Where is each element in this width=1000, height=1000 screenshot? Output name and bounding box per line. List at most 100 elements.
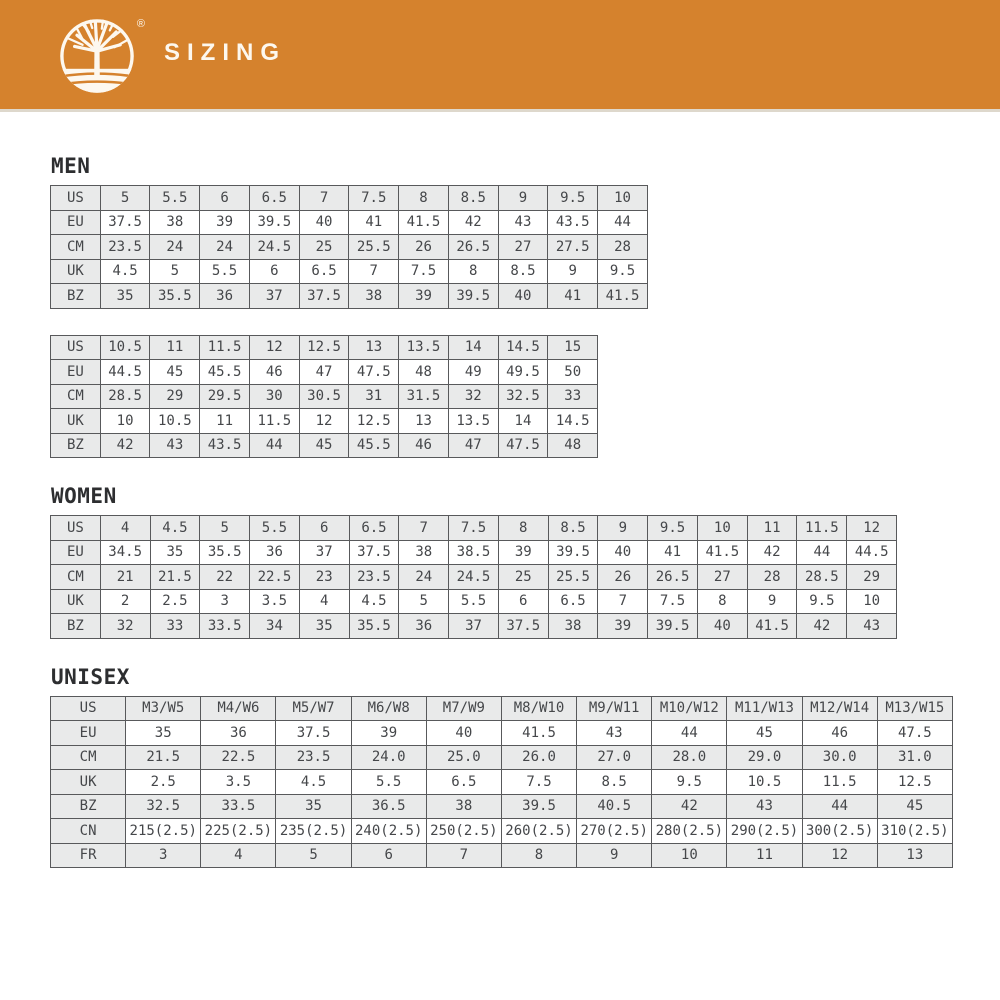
row-label: UK: [49, 769, 127, 795]
size-cell: 46: [398, 432, 449, 458]
size-cell: 34: [249, 613, 300, 639]
row-label: EU: [50, 359, 101, 385]
size-cell: 8: [696, 588, 748, 614]
size-cell: M11/W13: [726, 695, 803, 721]
table-row-cm: CM 28.5 29 29.5 30 30.5 31 31.5 32 32.5 33: [50, 383, 599, 409]
size-cell: 24: [199, 234, 250, 260]
size-cell: 6: [199, 185, 250, 211]
table-row-us: US 10.5 11 11.5 12 12.5 13 13.5 14 14.5 15: [50, 334, 599, 360]
size-cell: 41: [547, 283, 599, 309]
size-cell: 9: [497, 185, 549, 211]
size-cell: 23: [298, 564, 350, 590]
size-cell: 39: [199, 209, 250, 235]
table-row-cm: CM 23.5 24 24 24.5 25 25.5 26 26.5 27 27.5 28: [50, 234, 648, 260]
size-cell: 6: [298, 515, 350, 541]
row-label: BZ: [50, 613, 101, 639]
timberland-logo: ®: [57, 16, 145, 96]
section-heading-men: MEN: [51, 154, 91, 178]
size-cell: 6: [248, 258, 300, 284]
size-cell: 9.5: [651, 769, 728, 795]
size-cell: 9.5: [597, 258, 648, 284]
size-cell: 7: [348, 258, 400, 284]
table-row-bz: BZ 32.5 33.5 35 36.5 38 39.5 40.5 42 43 44 45: [49, 793, 954, 819]
size-cell: 26.0: [500, 744, 578, 770]
size-cell: 38: [398, 539, 450, 565]
size-cell: 30: [248, 383, 300, 409]
row-label: EU: [50, 209, 101, 235]
size-cell: 44: [801, 793, 878, 819]
size-cell: 35: [275, 793, 352, 819]
size-cell: 37.5: [348, 539, 400, 565]
size-cell: 43: [846, 613, 898, 639]
size-cell: 8: [398, 185, 449, 211]
size-cell: 24.0: [350, 744, 427, 770]
size-cell: 32.5: [125, 793, 202, 819]
size-cell: 12.5: [876, 769, 954, 795]
row-label: FR: [49, 842, 127, 868]
size-cell: 7: [425, 842, 502, 868]
size-cell: 37.5: [298, 283, 350, 309]
size-cell: 41: [348, 209, 400, 235]
size-cell: 23.5: [99, 234, 151, 260]
size-table-men-1: US 5 5.5 6 6.5 7 7.5 8 8.5 9 9.5 10 EU 37.5 38 39 39.5 40…: [50, 185, 648, 309]
size-cell: 2.5: [149, 588, 201, 614]
size-cell: 11.5: [796, 515, 848, 541]
size-cell: M10/W12: [651, 695, 728, 721]
size-cell: 45: [726, 720, 803, 746]
size-cell: 23.5: [275, 744, 352, 770]
size-cell: 24: [398, 564, 450, 590]
size-cell: 12: [248, 334, 300, 360]
size-cell: 41.5: [398, 209, 449, 235]
size-cell: 13: [348, 334, 400, 360]
table-row-bz: BZ 32 33 33.5 34 35 35.5 36 37 37.5 38 39 39.5 40 41.5…: [50, 613, 898, 639]
size-cell: M13/W15: [876, 695, 954, 721]
size-cell: 26.5: [647, 564, 698, 590]
size-cell: 10.5: [726, 769, 803, 795]
size-cell: 240(2.5): [350, 818, 427, 844]
table-row-us: US M3/W5 M4/W6 M5/W7 M6/W8 M7/W9 M8/W10 M9/W11 M…: [49, 695, 954, 721]
size-cell: 9: [597, 515, 649, 541]
size-cell: 30.0: [801, 744, 878, 770]
size-cell: 35: [149, 539, 201, 565]
size-cell: 8: [447, 258, 499, 284]
size-cell: M7/W9: [425, 695, 502, 721]
size-cell: 28.5: [99, 383, 151, 409]
size-cell: 12: [846, 515, 898, 541]
size-cell: 22: [199, 564, 251, 590]
size-cell: 38.5: [448, 539, 499, 565]
size-cell: 35.5: [149, 283, 201, 309]
size-cell: 39.5: [447, 283, 499, 309]
size-cell: 225(2.5): [200, 818, 277, 844]
size-cell: 47: [447, 432, 499, 458]
size-cell: 42: [99, 432, 151, 458]
size-cell: 26: [597, 564, 649, 590]
size-cell: 21: [99, 564, 151, 590]
size-cell: 33: [149, 613, 201, 639]
size-cell: 5.5: [149, 185, 201, 211]
size-cell: 12.5: [348, 408, 400, 434]
size-cell: 38: [425, 793, 502, 819]
size-cell: 25: [298, 234, 350, 260]
table-row-uk: UK 4.5 5 5.5 6 6.5 7 7.5 8 8.5 9 9.5: [50, 258, 648, 284]
size-cell: 35.5: [348, 613, 400, 639]
size-cell: 33.5: [200, 793, 277, 819]
size-cell: 48: [398, 359, 449, 385]
size-cell: 4.5: [99, 258, 151, 284]
size-cell: 11: [746, 515, 798, 541]
size-cell: 40: [597, 539, 649, 565]
size-cell: 10.5: [149, 408, 201, 434]
size-cell: 270(2.5): [576, 818, 653, 844]
size-cell: 35: [125, 720, 202, 746]
size-cell: 25.0: [425, 744, 502, 770]
size-cell: M12/W14: [801, 695, 878, 721]
timberland-tree-icon: [60, 18, 134, 93]
table-row-eu: EU 34.5 35 35.5 36 37 37.5 38 38.5 39 39.5 40 41 41.5…: [50, 539, 898, 565]
table-row-us: US 5 5.5 6 6.5 7 7.5 8 8.5 9 9.5 10: [50, 185, 648, 211]
size-cell: M3/W5: [125, 695, 202, 721]
size-cell: M9/W11: [576, 695, 653, 721]
size-cell: 25: [497, 564, 549, 590]
size-cell: 11: [149, 334, 201, 360]
row-label: UK: [50, 408, 101, 434]
size-cell: 33: [547, 383, 599, 409]
size-cell: 45: [149, 359, 201, 385]
